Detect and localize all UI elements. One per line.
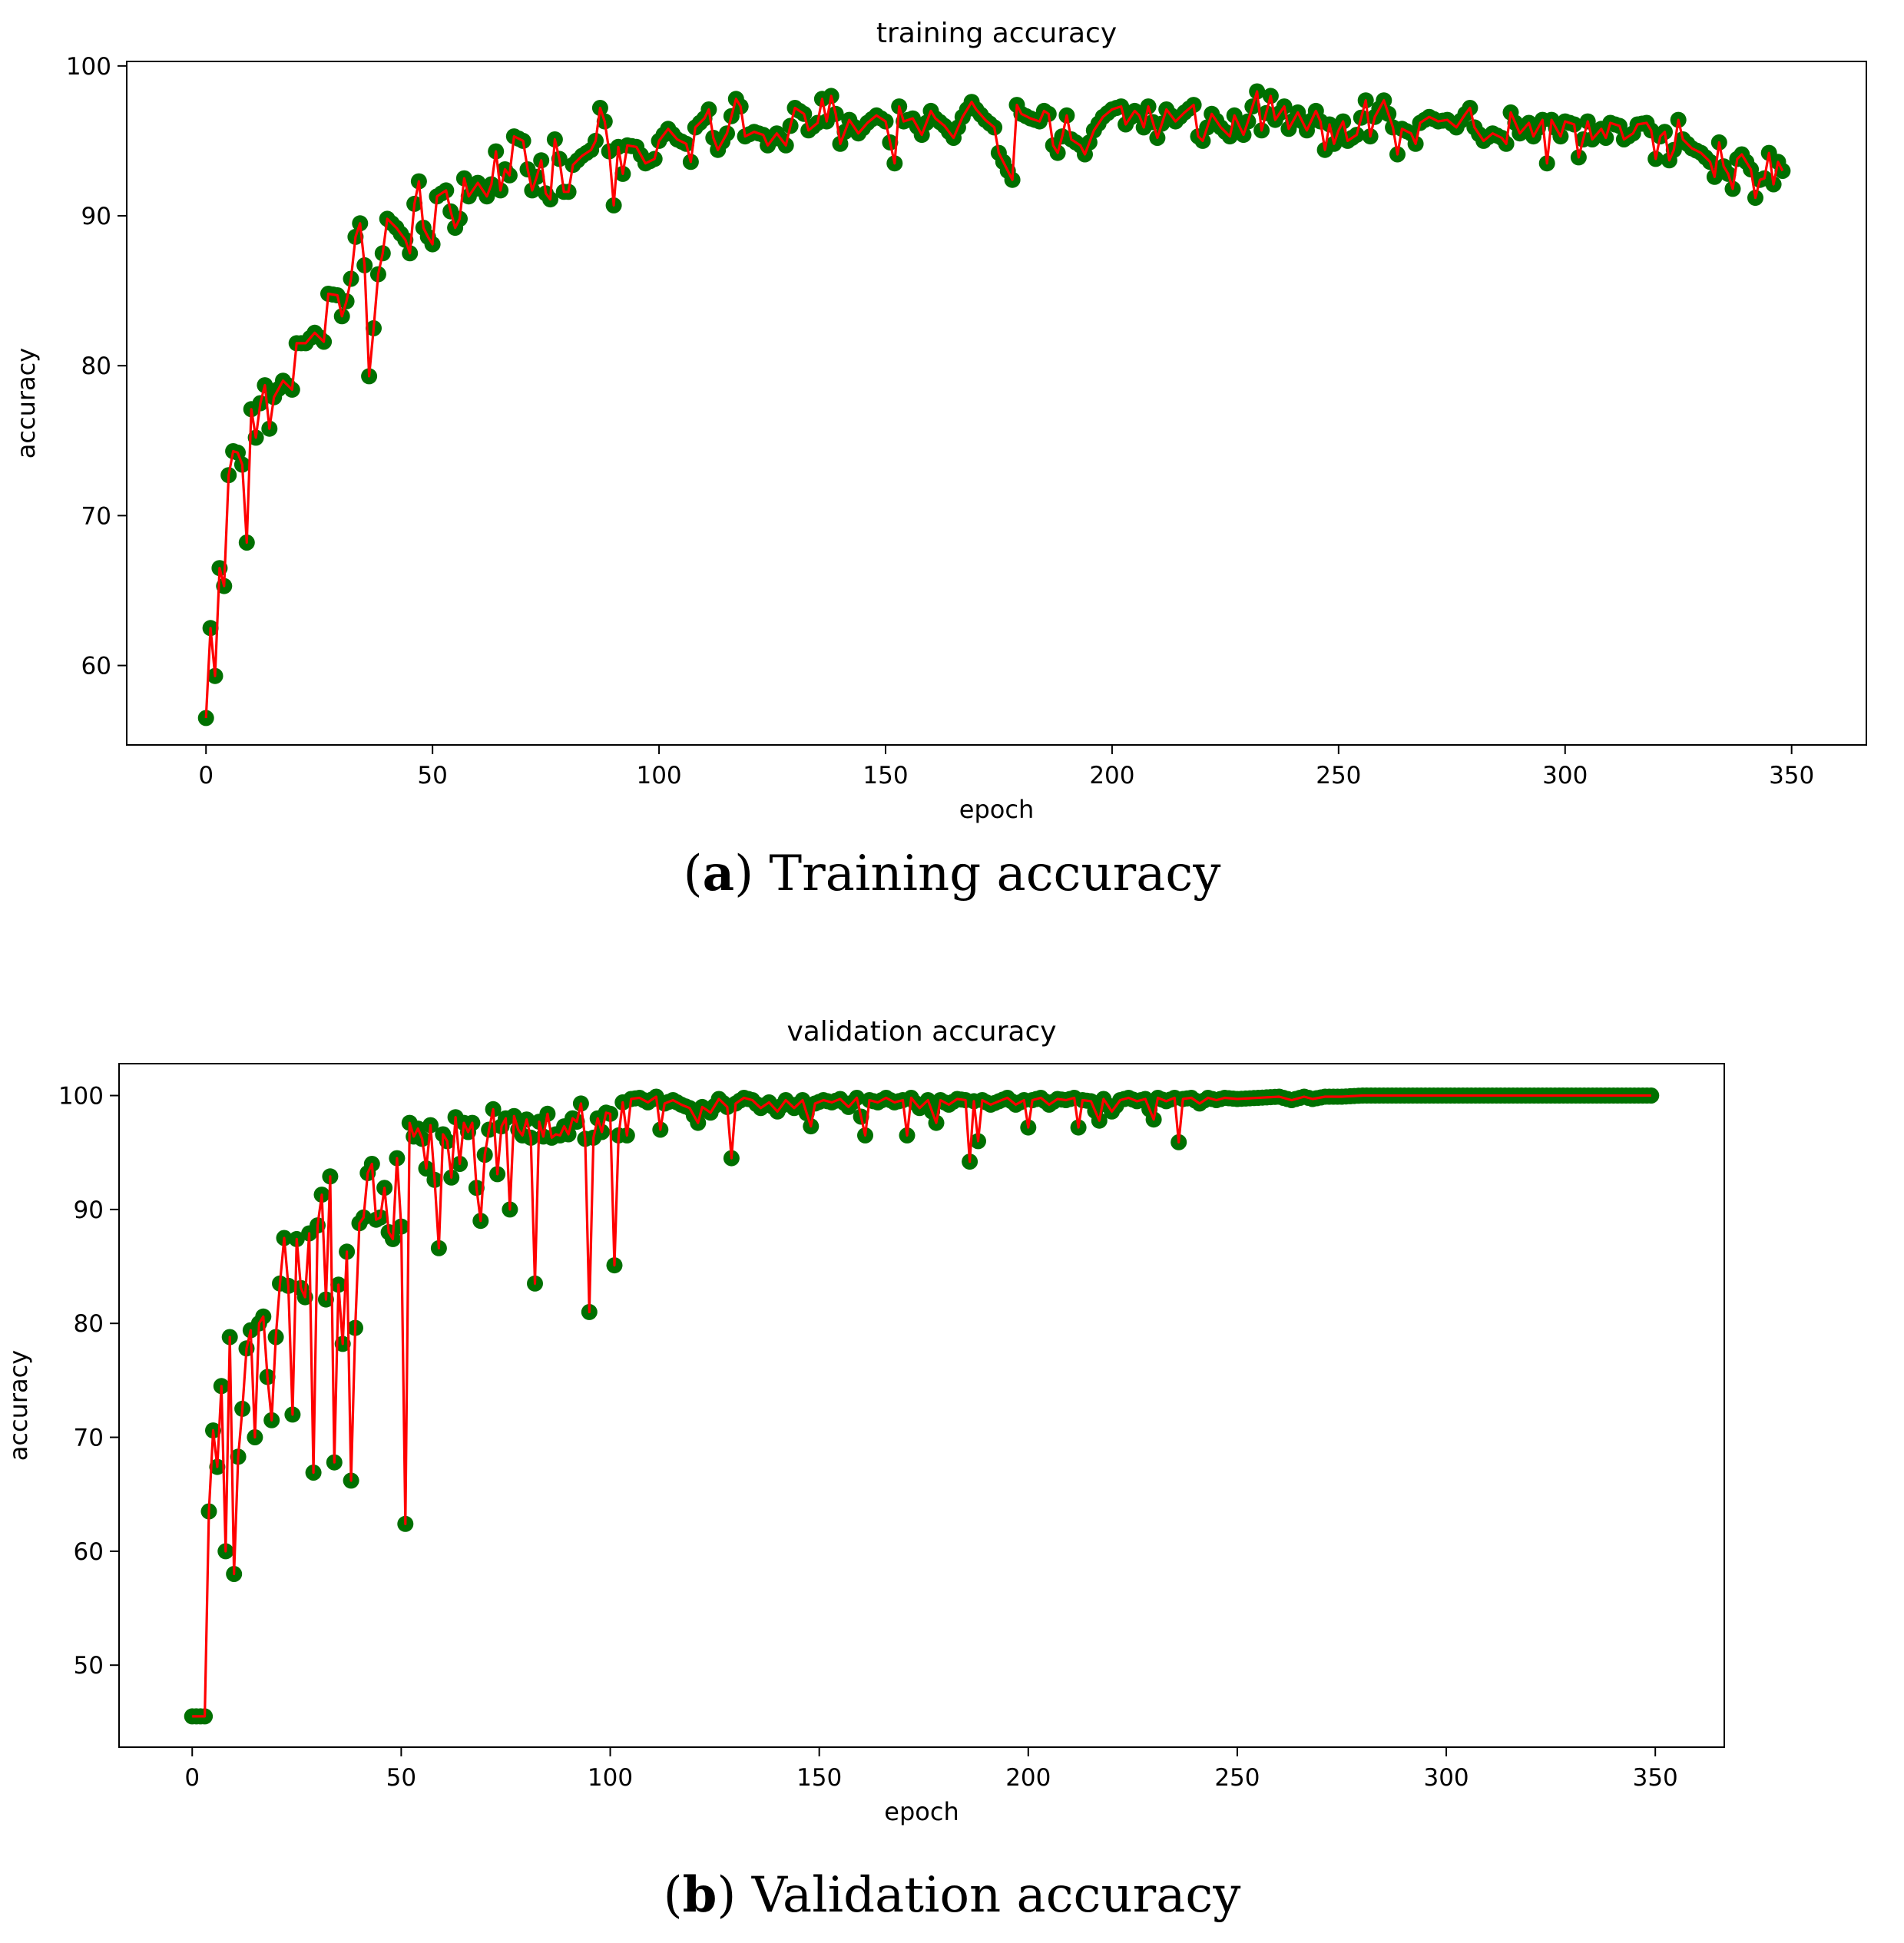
x-tick-label: 150 — [796, 1764, 842, 1792]
figure-training: training accuracy 0 50 100 150 200 250 300 350 60… — [0, 0, 1904, 945]
caption-letter: b — [682, 1866, 717, 1924]
y-tick-label: 70 — [74, 1425, 104, 1452]
x-tick-label: 0 — [198, 762, 214, 789]
x-tick-label: 350 — [1633, 1764, 1678, 1792]
y-tick-label: 80 — [74, 1310, 104, 1338]
y-tick-label: 100 — [66, 53, 111, 81]
x-tick-label: 100 — [636, 762, 681, 789]
caption-text: Training accuracy — [769, 846, 1221, 902]
x-tick-label: 300 — [1542, 762, 1588, 789]
validation-accuracy-chart: validation accuracy 0 50 100 150 200 250 300 350… — [4, 1016, 1725, 1826]
y-tick-label: 60 — [74, 1538, 104, 1566]
y-tick-label: 100 — [58, 1083, 104, 1111]
x-axis-label: epoch — [884, 1797, 959, 1826]
y-tick-label: 60 — [81, 653, 111, 680]
x-tick-label: 350 — [1769, 762, 1814, 789]
x-tick-label: 250 — [1214, 1764, 1260, 1792]
x-tick-label: 50 — [386, 1764, 416, 1792]
caption-training: (a) Training accuracy — [683, 845, 1221, 902]
x-tick-label: 50 — [417, 762, 447, 789]
plot-frame — [118, 1063, 1725, 1748]
y-tick-label: 70 — [81, 502, 111, 530]
y-tick-label: 90 — [81, 203, 111, 230]
chart-title: training accuracy — [876, 18, 1117, 49]
caption-validation: (b) Validation accuracy — [663, 1866, 1241, 1924]
training-accuracy-chart: training accuracy 0 50 100 150 200 250 300 350 60… — [12, 18, 1867, 824]
y-axis-label: accuracy — [12, 348, 41, 458]
x-tick-label: 200 — [1089, 762, 1134, 789]
series-line — [204, 90, 1784, 718]
chart-title: validation accuracy — [786, 1016, 1056, 1048]
y-tick-label: 80 — [81, 353, 111, 380]
y-tick-label: 50 — [74, 1652, 104, 1680]
x-tick-label: 300 — [1423, 1764, 1469, 1792]
series-line — [192, 1094, 1651, 1718]
x-tick-label: 100 — [588, 1764, 633, 1792]
x-tick-label: 250 — [1316, 762, 1361, 789]
x-tick-label: 150 — [863, 762, 908, 789]
x-axis-label: epoch — [959, 795, 1034, 824]
y-tick-label: 90 — [74, 1197, 104, 1224]
x-tick-label: 200 — [1005, 1764, 1051, 1792]
caption-letter: a — [702, 845, 735, 902]
x-tick-label: 0 — [184, 1764, 200, 1792]
y-axis-label: accuracy — [4, 1350, 33, 1461]
figure-validation: validation accuracy 0 50 100 150 200 250 300 350… — [0, 991, 1904, 1943]
plot-frame — [126, 61, 1867, 746]
caption-text: Validation accuracy — [751, 1867, 1241, 1924]
